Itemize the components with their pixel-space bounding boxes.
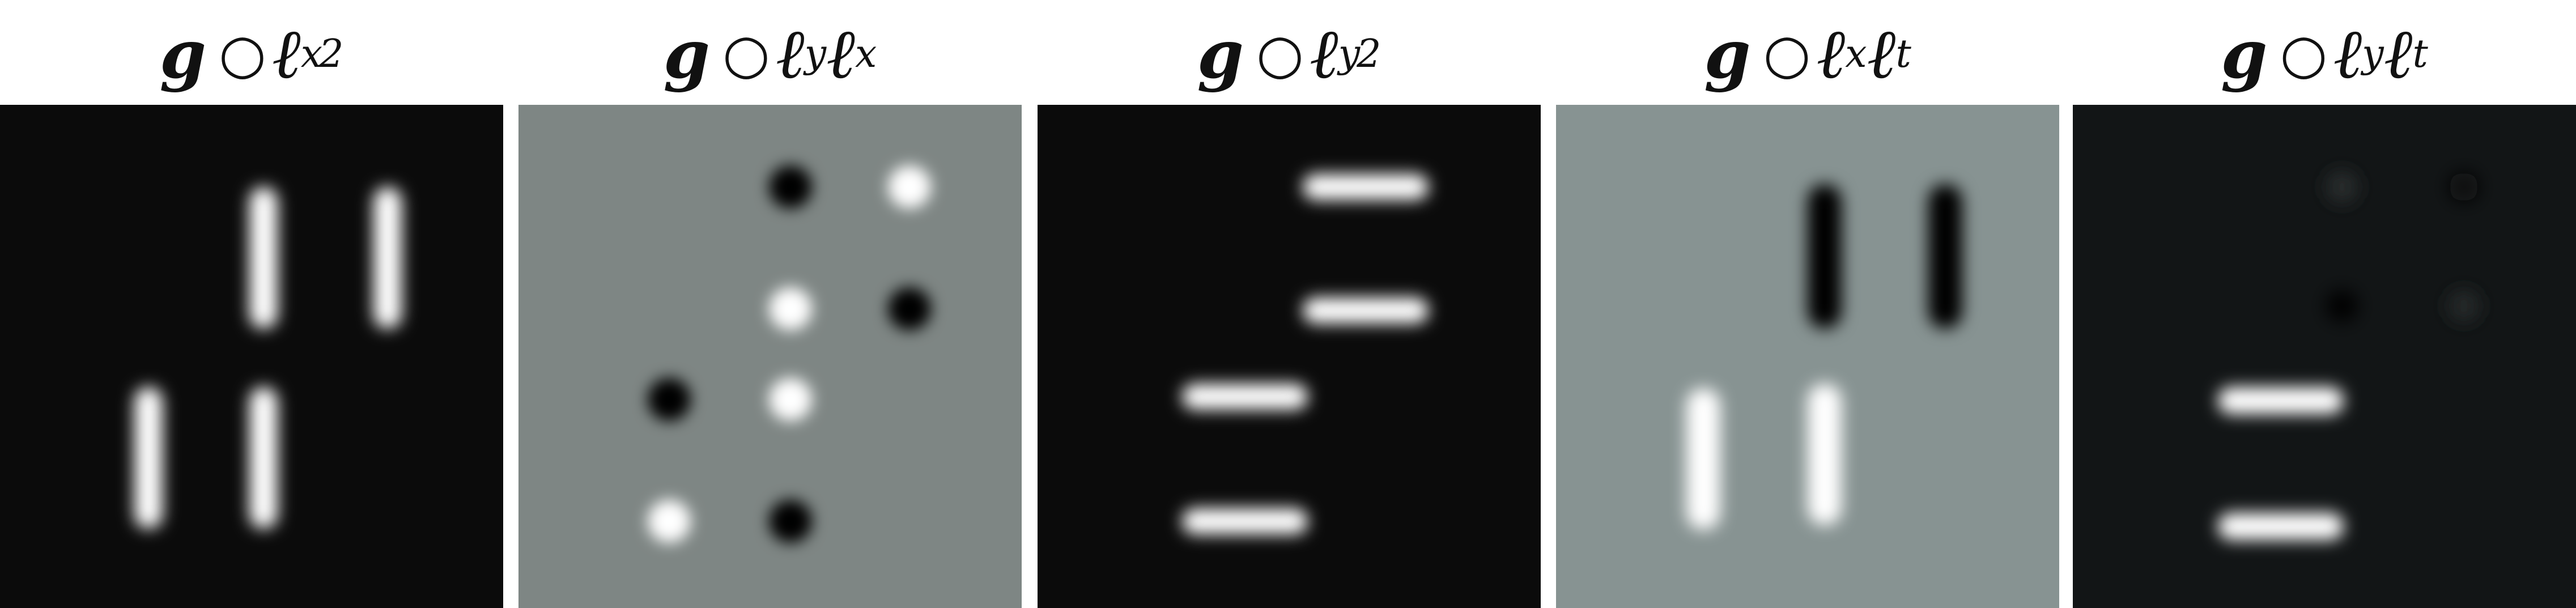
panel-gyt [2073,105,2576,608]
blob-light [1686,388,1720,530]
blob-light [769,287,812,330]
title-subscript: t [1895,31,1911,76]
title-ell: ℓ [1816,13,1846,94]
response-image-gyx [518,105,1022,608]
title-prefix: g [663,14,711,93]
title-ell: ℓ [775,13,805,94]
blob [1182,384,1308,410]
title-subscript: x [300,31,323,76]
title-superscript: 2 [319,31,344,76]
title-subscript: x [855,31,877,76]
title-subscript: y [1338,31,1361,76]
blob-dark [648,378,691,421]
title-subscript: y [2362,31,2384,76]
response-image-gxt [1556,105,2059,608]
title-prefix: g [2221,14,2268,93]
faint-blob [2326,290,2358,322]
title-superscript: 2 [1357,31,1381,76]
title-operator: ○ [1256,22,1304,86]
blob-light [888,165,931,209]
response-image-gyt [2073,105,2576,608]
panel-gxt [1556,105,2059,608]
blob-dark [888,287,931,330]
blob-dark [769,165,812,209]
title-subscript: y [804,31,827,76]
title-operator: ○ [2280,22,2328,86]
panel-background [1556,105,2059,608]
title-operator: ○ [1763,22,1811,86]
blob [1303,297,1429,324]
title-subscript: x [1845,31,1867,76]
blob-light [1808,384,1842,525]
title-prefix: g [159,14,207,93]
title-ell: ℓ [1867,13,1896,94]
title-ell: ℓ [1309,13,1338,94]
blob [134,387,163,529]
blob-dark [769,500,812,543]
faint-blob [2448,290,2480,322]
blob [1182,508,1308,534]
response-image-gyy [1038,105,1541,608]
response-image-gxx [0,105,503,608]
blob-dark [1808,184,1842,329]
faint-blob [2326,171,2358,203]
faint-blob [2449,172,2479,202]
title-prefix: g [1704,14,1751,93]
title-prefix: g [1197,14,1244,93]
panel-gxx [0,105,503,608]
panel-background [0,105,503,608]
title-operator: ○ [722,22,770,86]
blob [2218,513,2344,540]
title-subscript: t [2412,31,2428,76]
title-operator: ○ [219,22,266,86]
blob [373,187,402,329]
title-ell: ℓ [271,13,301,94]
panel-gyx [518,105,1022,608]
blob [2218,387,2344,414]
blob [249,187,278,329]
title-ell: ℓ [2333,13,2362,94]
title-ell: ℓ [2383,13,2413,94]
blob-dark [1928,184,1962,329]
blob [1303,174,1429,200]
blob-light [769,378,812,421]
blob [249,387,278,529]
panel-gyy [1038,105,1541,608]
blob-light [648,500,691,543]
title-ell: ℓ [826,13,855,94]
